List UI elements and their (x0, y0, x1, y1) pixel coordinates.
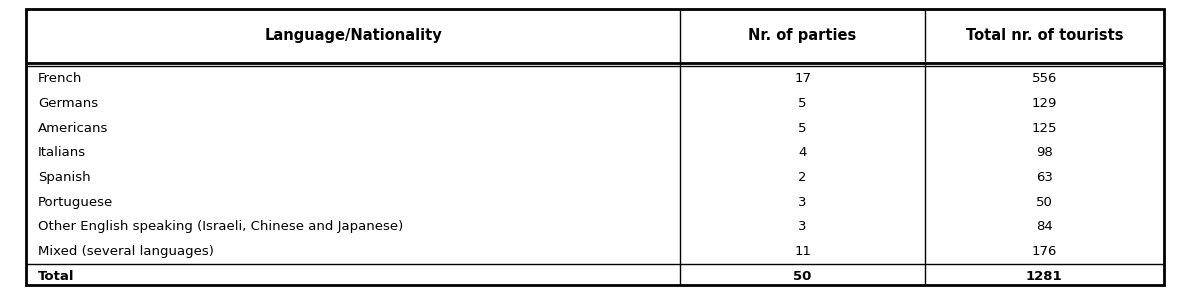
Text: Total nr. of tourists: Total nr. of tourists (965, 28, 1123, 43)
Text: 3: 3 (798, 220, 807, 233)
Text: Spanish: Spanish (38, 171, 90, 184)
Text: Language/Nationality: Language/Nationality (264, 28, 443, 43)
Text: Other English speaking (Israeli, Chinese and Japanese): Other English speaking (Israeli, Chinese… (38, 220, 403, 233)
Text: French: French (38, 72, 82, 85)
Text: Total: Total (38, 270, 75, 283)
Text: 50: 50 (1036, 196, 1053, 209)
Text: 129: 129 (1032, 97, 1057, 110)
Text: Italians: Italians (38, 146, 86, 159)
Text: 125: 125 (1032, 121, 1057, 135)
Text: 11: 11 (794, 245, 812, 258)
Text: 17: 17 (794, 72, 812, 85)
Text: 2: 2 (798, 171, 807, 184)
Text: Portuguese: Portuguese (38, 196, 113, 209)
Text: 5: 5 (798, 121, 807, 135)
Text: Nr. of parties: Nr. of parties (749, 28, 857, 43)
Text: 50: 50 (794, 270, 812, 283)
Text: 63: 63 (1036, 171, 1053, 184)
Text: 4: 4 (798, 146, 807, 159)
Text: 176: 176 (1032, 245, 1057, 258)
Text: 1281: 1281 (1026, 270, 1063, 283)
Text: 556: 556 (1032, 72, 1057, 85)
Text: Americans: Americans (38, 121, 108, 135)
Text: Mixed (several languages): Mixed (several languages) (38, 245, 214, 258)
Text: 98: 98 (1036, 146, 1053, 159)
Text: 5: 5 (798, 97, 807, 110)
Text: Germans: Germans (38, 97, 99, 110)
Text: 3: 3 (798, 196, 807, 209)
Text: 84: 84 (1036, 220, 1053, 233)
